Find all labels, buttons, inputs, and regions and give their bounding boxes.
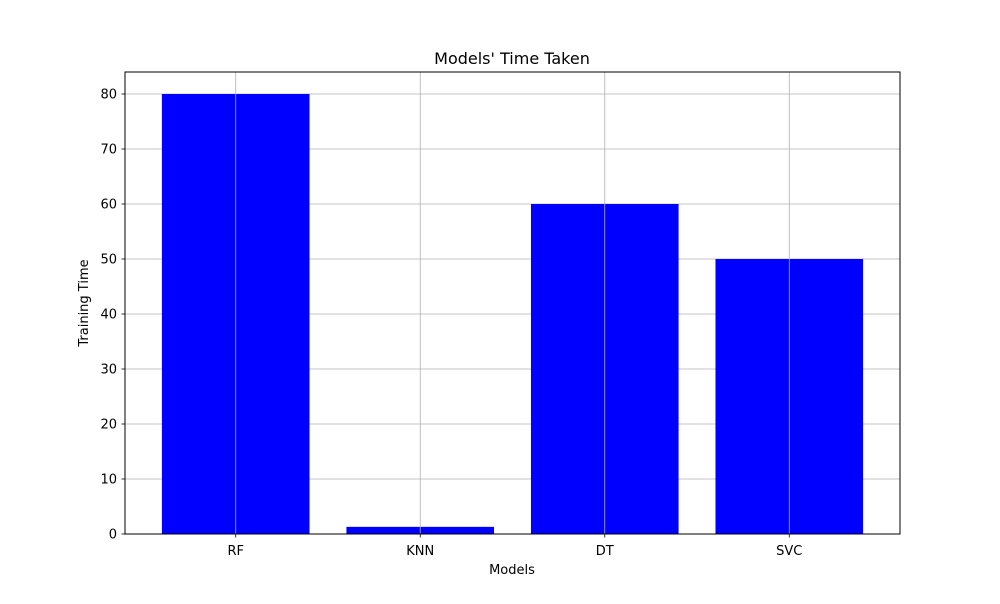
y-tick-label: 40 [100,308,117,323]
x-tick-label: DT [596,544,614,559]
x-axis-label: Models [489,563,535,578]
x-tick-label: RF [227,544,244,559]
y-tick-label: 60 [100,198,117,213]
y-tick-label: 20 [100,418,117,433]
y-tick-label: 30 [100,363,117,378]
y-tick-label: 80 [100,88,117,103]
y-axis-ticks: 0 10 20 30 40 50 60 70 80 [100,88,125,543]
y-axis-label: Training Time [77,259,92,347]
y-tick-label: 70 [100,143,117,158]
x-grid-lines [235,72,790,534]
plot-area-frame [124,71,901,535]
x-axis-ticks: RF KNN DT SVC [227,534,802,559]
y-tick-label: 50 [100,253,117,268]
chart-title: Models' Time Taken [434,49,590,68]
x-tick-label: SVC [776,544,802,559]
y-tick-label: 10 [100,473,117,488]
y-tick-label: 0 [109,528,117,543]
x-tick-label: KNN [406,544,434,559]
